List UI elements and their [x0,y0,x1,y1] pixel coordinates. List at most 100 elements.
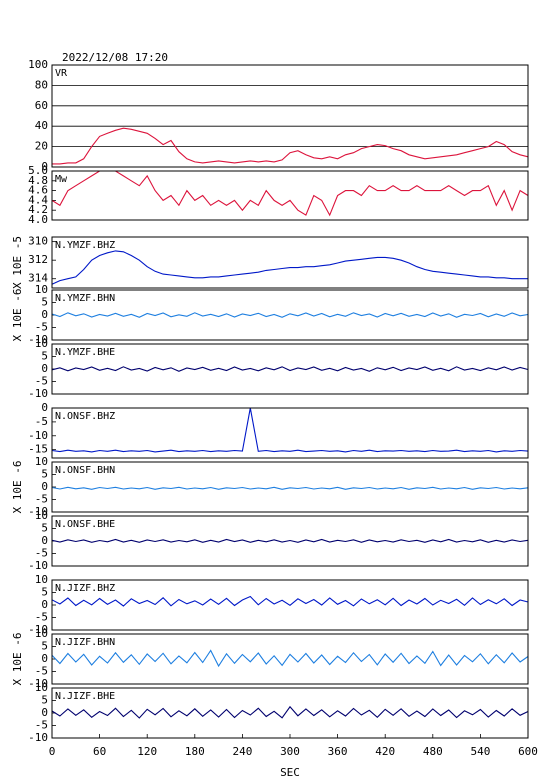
trace [51,250,528,285]
y-tick-label: -5 [35,321,48,334]
panel-label: N.JIZF.BHE [55,691,115,702]
panel-frame [51,515,529,567]
y-tick-label: 5 [41,468,48,481]
panel-frame [51,633,529,685]
trace [51,649,529,668]
y-tick-label: -5 [35,719,48,732]
panel-frame [51,236,529,289]
x-axis-label: SEC [280,766,300,779]
x-tick-label: 480 [423,745,443,758]
y-tick-label: 0 [41,362,48,375]
y-tick-label: -10 [28,505,48,518]
y-tick-label: -10 [28,333,48,346]
y-axis-label: X 10E -6 [11,633,24,686]
trace [51,538,529,543]
y-tick-label: 5 [41,694,48,707]
y-tick-label: 10 [35,455,48,468]
panel-frame [51,687,529,739]
y-tick-label: 5 [41,350,48,363]
panel-frame [51,343,529,395]
panel-label: N.YMZF.BHE [55,347,115,358]
y-axis-label: X 10E -6 [11,461,24,514]
x-tick-label: 600 [518,745,538,758]
y-tick-label: -10 [28,429,48,442]
trace [51,312,529,318]
panel-label: N.JIZF.BHN [55,637,115,648]
y-tick-label: 100 [28,58,48,71]
trace [51,366,529,372]
x-tick-label: 60 [93,745,106,758]
y-tick-label: 0 [41,706,48,719]
y-tick-label: -10 [28,559,48,572]
panel-label: N.YMZF.BHN [55,293,115,304]
panel-label: N.YMZF.BHZ [55,240,115,251]
y-tick-label: 0 [41,652,48,665]
panel-frame [51,579,529,631]
y-tick-label: 4.6 [28,184,48,197]
y-tick-label: 10 [35,337,48,350]
y-tick-label: 5 [41,640,48,653]
y-tick-label: 0 [41,598,48,611]
y-tick-label: 4.2 [28,203,48,216]
y-tick-label: 5.0 [28,164,48,177]
y-tick-label: 4.4 [28,193,48,206]
panel-frame [51,64,529,168]
trace [51,407,529,453]
panel-frame [51,407,529,459]
y-tick-label: 10 [35,627,48,640]
y-tick-label: -10 [28,677,48,690]
y-tick-label: 4.8 [28,174,48,187]
y-tick-label: 0 [41,534,48,547]
y-tick-label: -5 [35,415,48,428]
y-tick-label: 310 [28,235,48,248]
y-tick-label: -10 [28,731,48,744]
x-tick-label: 240 [232,745,252,758]
trace [51,170,529,217]
x-tick-label: 300 [280,745,300,758]
y-tick-label: 60 [35,99,48,112]
y-tick-label: -5 [35,547,48,560]
x-tick-label: 360 [328,745,348,758]
y-tick-label: -5 [35,375,48,388]
y-tick-label: 5 [41,296,48,309]
y-tick-label: -10 [28,387,48,400]
y-tick-label: 0 [41,160,48,173]
y-tick-label: 0 [41,308,48,321]
panel-label: N.ONSF.BHE [55,519,115,530]
y-tick-label: 5 [41,586,48,599]
y-tick-label: -5 [35,611,48,624]
panel-frame [51,289,529,341]
trace [51,486,529,490]
panel-label: N.ONSF.BHN [55,465,115,476]
panel-label: Mw [55,174,68,185]
trace [51,705,529,719]
y-tick-label: 10 [35,573,48,586]
y-axis-label: X 10E -5 [11,236,24,289]
y-tick-label: 312 [28,253,48,266]
y-tick-label: 0 [41,401,48,414]
y-axis-label: X 10E -6 [11,289,24,342]
chart-title: 2022/12/08 17:20 [62,51,168,64]
panel-label: VR [55,68,68,79]
x-tick-label: 180 [185,745,205,758]
panel-label: N.JIZF.BHZ [55,583,115,594]
y-tick-label: 10 [35,509,48,522]
y-tick-label: 0 [41,480,48,493]
x-tick-label: 420 [375,745,395,758]
y-tick-label: 314 [28,272,48,285]
y-tick-label: 4.0 [28,213,48,226]
y-tick-label: 40 [35,119,48,132]
x-tick-label: 540 [470,745,490,758]
trace [52,127,529,165]
x-tick-label: 0 [49,745,56,758]
y-tick-label: 10 [35,681,48,694]
y-tick-label: 5 [41,522,48,535]
y-tick-label: 10 [35,283,48,296]
panel-label: N.ONSF.BHZ [55,411,115,422]
panel-frame [51,461,529,513]
y-tick-label: 20 [35,140,48,153]
y-tick-label: -5 [35,493,48,506]
y-tick-label: 80 [35,78,48,91]
y-tick-label: -5 [35,665,48,678]
